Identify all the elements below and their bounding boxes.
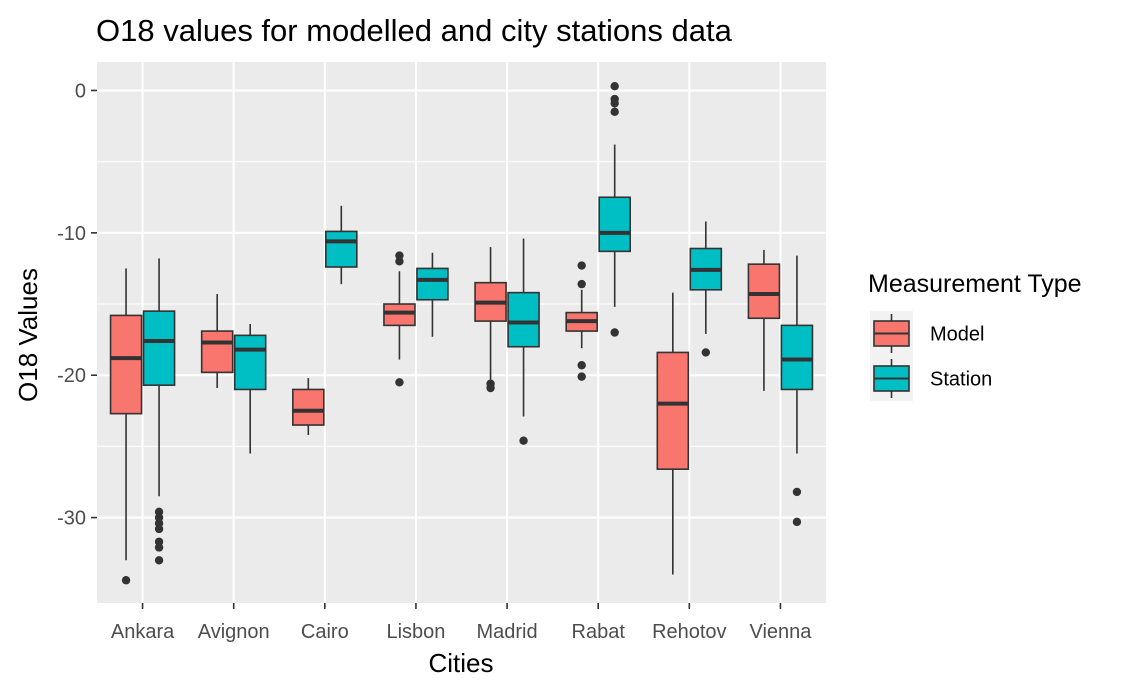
y-tick-label: -10 bbox=[57, 223, 86, 245]
box-body bbox=[109, 314, 143, 415]
outlier-point bbox=[610, 82, 619, 91]
box-body bbox=[747, 263, 781, 320]
box-model-cairo bbox=[292, 378, 325, 436]
legend-item-model: Model bbox=[870, 311, 984, 356]
box-model-ankara bbox=[109, 268, 143, 585]
box-station-rehotov bbox=[689, 221, 723, 357]
box-station-lisbon bbox=[416, 252, 449, 337]
box-body bbox=[598, 196, 631, 253]
outlier-point bbox=[577, 279, 586, 289]
outlier-point bbox=[154, 556, 164, 565]
box-model-rabat bbox=[565, 261, 598, 381]
outlier-point bbox=[519, 436, 528, 445]
grid-major bbox=[97, 62, 826, 603]
x-tick-label: Lisbon bbox=[386, 621, 445, 643]
box-model-avignon bbox=[200, 294, 234, 389]
box-model-vienna bbox=[747, 249, 781, 391]
box-station-cairo bbox=[325, 205, 358, 285]
box-model-rehotov bbox=[656, 292, 690, 575]
box-body bbox=[416, 267, 449, 301]
outlier-point bbox=[395, 378, 404, 387]
outlier-point bbox=[701, 348, 711, 357]
box-station-ankara bbox=[142, 258, 176, 565]
grid-minor bbox=[97, 161, 826, 447]
x-tick-label: Ankara bbox=[111, 621, 175, 643]
box-body bbox=[142, 310, 176, 386]
x-tick-label: Rabat bbox=[572, 621, 626, 643]
y-tick-label: 0 bbox=[75, 80, 86, 102]
box-body bbox=[200, 330, 234, 374]
x-axis-title: Cities bbox=[428, 648, 493, 678]
box-body bbox=[292, 388, 325, 426]
box-station-rabat bbox=[598, 82, 631, 337]
y-tick-label: -20 bbox=[57, 365, 86, 387]
outlier-point bbox=[610, 107, 619, 117]
y-axis-title: O18 Values bbox=[13, 268, 43, 402]
outlier-point bbox=[154, 543, 164, 552]
outlier-point bbox=[577, 261, 586, 270]
box-body bbox=[233, 334, 267, 391]
box-model-lisbon bbox=[383, 251, 416, 387]
outlier-point bbox=[792, 517, 802, 527]
box-station-vienna bbox=[780, 255, 814, 527]
x-tick-label: Rehotov bbox=[652, 621, 727, 643]
legend-title: Measurement Type bbox=[868, 270, 1082, 298]
x-tick-label: Madrid bbox=[476, 621, 537, 643]
legend-label: Station bbox=[930, 369, 992, 391]
legend-label: Model bbox=[930, 324, 984, 346]
legend-item-station: Station bbox=[870, 356, 992, 401]
box-body bbox=[383, 303, 416, 327]
box-body bbox=[507, 291, 540, 348]
box-body bbox=[656, 351, 690, 470]
x-tick-label: Avignon bbox=[198, 621, 270, 643]
axes-layer: 0 -10 -20 -30 Ankara Avignon Cairo Lisbon Madrid… bbox=[57, 80, 812, 643]
outlier-point bbox=[610, 328, 619, 337]
outlier-point bbox=[121, 576, 131, 585]
chart-title: O18 values for modelled and city station… bbox=[96, 13, 733, 48]
outlier-point bbox=[610, 94, 619, 104]
outlier-point bbox=[395, 251, 404, 260]
box-model-madrid bbox=[474, 247, 507, 393]
box-body bbox=[780, 324, 814, 391]
box-station-avignon bbox=[233, 323, 267, 454]
x-tick-label: Vienna bbox=[749, 621, 812, 643]
box-body bbox=[325, 230, 358, 268]
x-tick-label: Cairo bbox=[301, 621, 349, 643]
legend: Measurement Type Model Station bbox=[868, 270, 1082, 401]
outlier-point bbox=[486, 383, 495, 393]
outlier-point bbox=[154, 524, 164, 534]
boxes-layer bbox=[109, 82, 814, 585]
outlier-point bbox=[792, 487, 802, 497]
y-tick-label: -30 bbox=[57, 508, 86, 530]
box-station-madrid bbox=[507, 238, 540, 445]
outlier-point bbox=[577, 372, 586, 381]
outlier-point bbox=[577, 361, 586, 370]
